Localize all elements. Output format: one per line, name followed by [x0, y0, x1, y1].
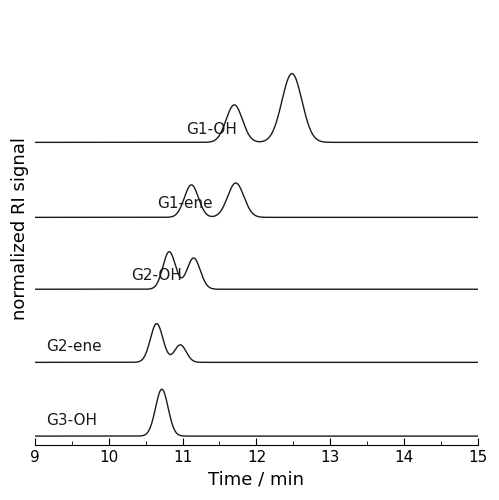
Text: G3-OH: G3-OH — [46, 413, 97, 428]
Text: G1-ene: G1-ene — [157, 196, 212, 211]
X-axis label: Time / min: Time / min — [209, 471, 304, 489]
Text: G2-OH: G2-OH — [131, 268, 182, 283]
Text: G2-ene: G2-ene — [46, 338, 101, 353]
Y-axis label: normalized RI signal: normalized RI signal — [11, 137, 29, 320]
Text: G1-OH: G1-OH — [186, 122, 237, 138]
